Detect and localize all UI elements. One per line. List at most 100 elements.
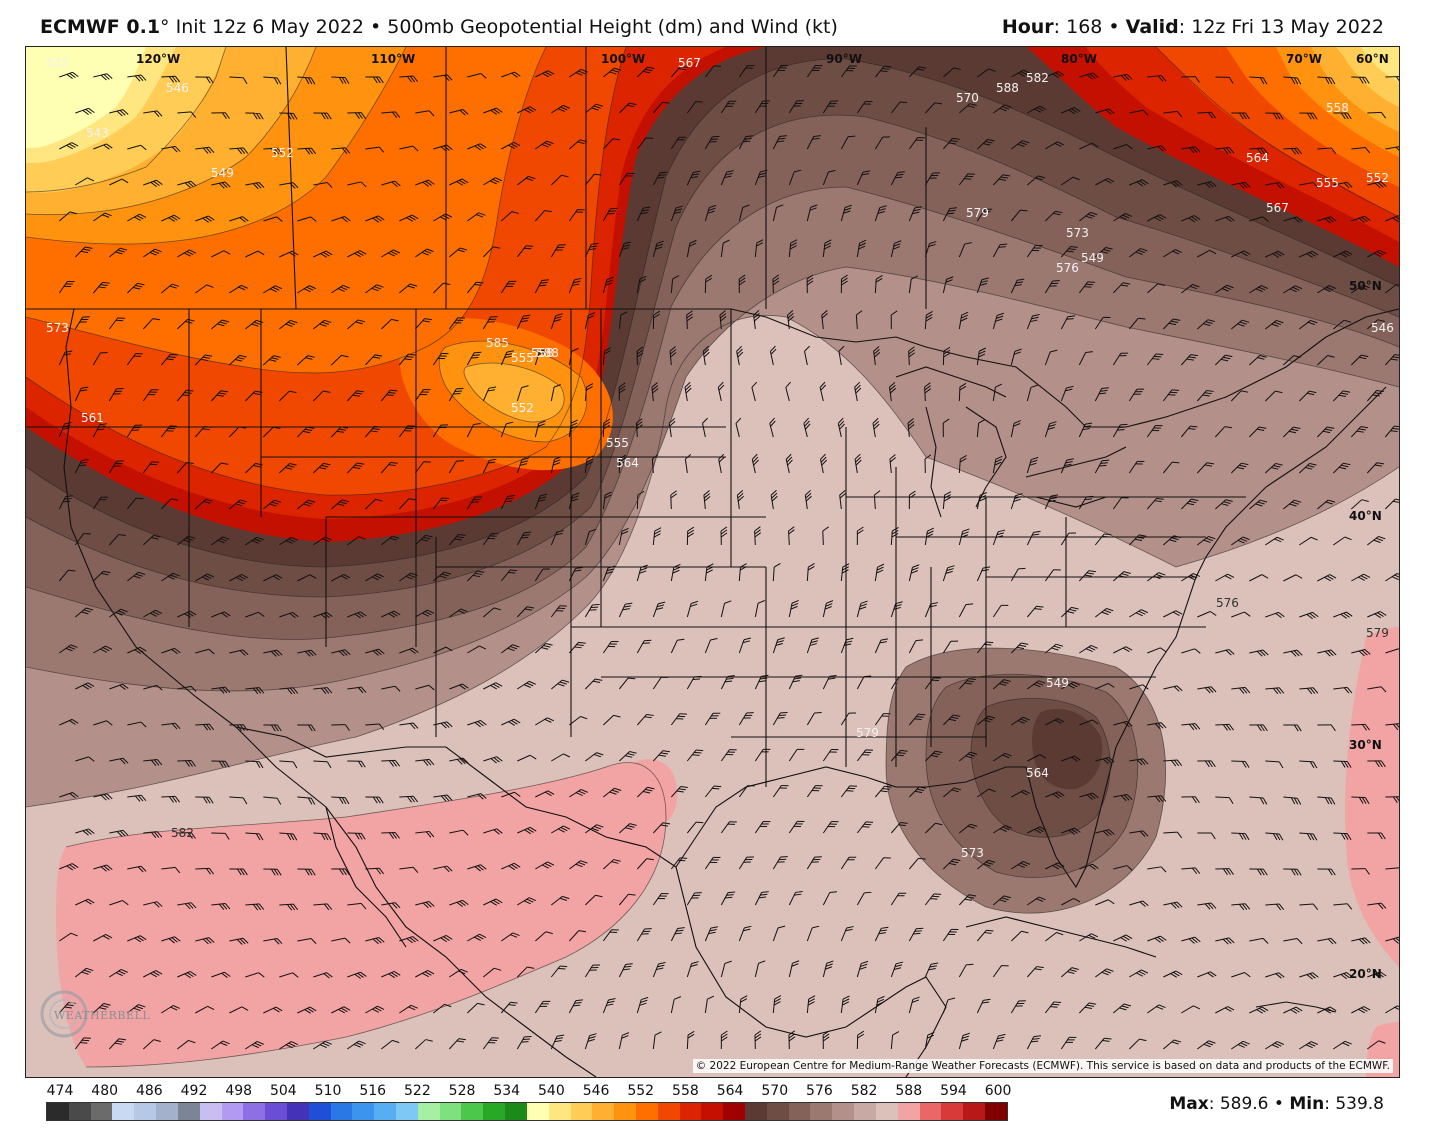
wind-barb <box>840 135 856 150</box>
wind-barb <box>1079 72 1099 80</box>
wind-barb <box>1231 903 1251 911</box>
contour-label: 558 <box>531 346 554 360</box>
border-line <box>235 726 677 868</box>
legend-label: 570 <box>761 1083 789 1099</box>
wind-barb <box>856 749 874 762</box>
wind-barb <box>924 677 941 690</box>
wind-barb <box>500 280 517 294</box>
wind-barb <box>1045 791 1065 799</box>
wind-barb <box>1282 426 1301 438</box>
legend-swatch <box>374 1103 396 1120</box>
wind-barb <box>161 647 181 655</box>
legend-swatch <box>570 1103 593 1120</box>
wind-barb <box>211 181 231 189</box>
wind-barb <box>977 788 996 798</box>
wind-barb <box>93 645 113 654</box>
wind-barb <box>279 611 299 619</box>
wind-barb <box>432 497 450 510</box>
wind-barb <box>1333 112 1352 120</box>
wind-barb <box>1231 686 1251 694</box>
wind-barb <box>1385 867 1399 874</box>
wind-barb <box>483 828 503 835</box>
contour-label: 552 <box>1366 171 1389 185</box>
wind-barb <box>772 925 786 942</box>
wind-barb <box>686 310 694 330</box>
wind-barb <box>59 718 79 726</box>
wind-barb <box>297 147 317 155</box>
legend-label: 540 <box>538 1083 565 1099</box>
wind-barb <box>161 75 181 83</box>
wind-barb <box>1283 574 1303 582</box>
wind-barb <box>958 1032 970 1050</box>
wind-barb <box>1317 285 1336 294</box>
wind-barb <box>686 101 703 114</box>
wind-barb <box>942 207 957 222</box>
wind-barb <box>75 107 95 116</box>
wind-barb <box>381 111 401 119</box>
wind-barb <box>1214 426 1232 438</box>
wind-barb <box>211 319 230 330</box>
wind-barb <box>177 1039 196 1050</box>
wind-barb <box>1112 423 1128 438</box>
wind-barb <box>1317 724 1336 732</box>
wind-barb <box>381 685 401 692</box>
wind-barb <box>942 565 955 582</box>
wind-barb <box>449 178 469 186</box>
wind-barb <box>415 830 435 838</box>
wind-barb <box>702 345 710 366</box>
wind-barb <box>346 462 365 474</box>
legend-swatch <box>352 1103 375 1120</box>
wind-barb <box>93 212 112 222</box>
wind-barb <box>822 674 837 690</box>
wind-barb <box>1333 250 1353 258</box>
wind-barb <box>736 489 744 510</box>
legend-swatch <box>941 1103 964 1120</box>
wind-barb <box>1316 426 1335 438</box>
wind-barb <box>517 106 537 114</box>
wind-barb <box>381 759 400 767</box>
wind-barb <box>399 283 418 294</box>
wind-barb <box>331 724 350 731</box>
max-value: : 589.6 • <box>1208 1094 1290 1114</box>
wind-barb <box>1249 285 1268 294</box>
wind-barb <box>1317 499 1336 510</box>
wind-barb <box>1197 1040 1216 1050</box>
legend-label: 594 <box>940 1083 967 1099</box>
wind-barb <box>535 70 555 78</box>
wind-barb <box>602 859 621 870</box>
wind-barb <box>433 935 453 943</box>
wind-barb <box>1060 532 1077 546</box>
wind-barb <box>127 74 147 82</box>
wind-barb <box>279 182 299 189</box>
wind-barb <box>788 1030 796 1050</box>
legend-swatch <box>723 1103 745 1120</box>
hour-label: Hour <box>1001 16 1054 38</box>
legend-label: 600 <box>984 1083 1012 1099</box>
wind-barb <box>143 970 163 978</box>
wind-barb <box>297 649 317 657</box>
wind-barb <box>74 316 90 330</box>
wind-barb <box>516 966 535 978</box>
wind-barb <box>992 529 1006 546</box>
wind-barb <box>433 794 453 802</box>
wind-barb <box>263 868 282 876</box>
wind-barb <box>550 384 561 402</box>
wind-barb <box>331 76 350 85</box>
wind-barb <box>1113 934 1133 942</box>
wind-barb <box>873 490 881 510</box>
wind-barb <box>297 1006 317 1014</box>
longitude-label: 100°W <box>601 52 645 66</box>
wind-barb <box>263 574 283 582</box>
latitude-label: 20°N <box>1349 967 1382 981</box>
political-borders <box>26 47 1399 1077</box>
wind-barb <box>142 389 159 402</box>
wind-barb <box>787 309 795 330</box>
wind-barb <box>958 455 967 474</box>
contour-label: 546 <box>1371 321 1394 335</box>
wind-barb <box>1333 832 1352 841</box>
wind-barb <box>618 311 628 330</box>
wind-barb <box>822 891 837 906</box>
wind-barb <box>769 345 777 366</box>
wind-barb <box>1351 796 1370 804</box>
contour-line <box>26 186 1399 640</box>
